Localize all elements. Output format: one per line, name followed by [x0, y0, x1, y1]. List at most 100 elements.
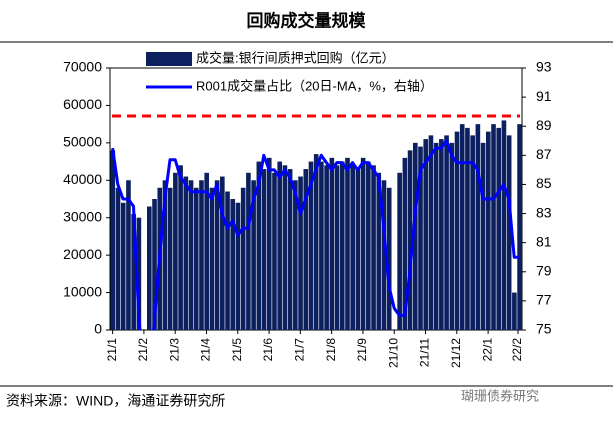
bar	[167, 187, 173, 330]
x-tick-label: 21/9	[355, 338, 369, 362]
bar	[308, 161, 314, 330]
bar	[225, 191, 230, 330]
bar	[371, 165, 376, 330]
bar	[235, 202, 241, 330]
bar	[386, 187, 392, 330]
bar	[439, 139, 444, 330]
bar	[199, 180, 204, 330]
watermark: 瑚珊债券研究	[461, 388, 539, 403]
x-tick-label: 21/3	[167, 338, 181, 362]
bar	[397, 172, 402, 330]
bar	[329, 157, 335, 330]
chart-title: 回购成交量规模	[247, 11, 367, 32]
y2-tick-label: 79	[536, 262, 552, 278]
bar	[246, 172, 251, 330]
bar	[152, 199, 157, 330]
bar	[126, 180, 131, 330]
bar	[449, 142, 455, 330]
plot	[110, 114, 522, 330]
bar	[475, 124, 481, 330]
bar	[459, 124, 465, 330]
bar	[496, 127, 502, 330]
source: 资料来源：WIND，海通证券研究所	[6, 393, 225, 409]
y2-tick-label: 89	[536, 117, 552, 133]
y2-tick-label: 77	[536, 292, 552, 308]
bar	[240, 187, 246, 330]
bar	[209, 187, 215, 330]
legend-label: R001成交量占比（20日-MA，%，右轴）	[196, 78, 433, 93]
bar	[220, 176, 225, 330]
bar	[465, 127, 470, 330]
bar	[506, 135, 512, 330]
y-tick-label: 50000	[63, 134, 102, 150]
bar	[319, 161, 324, 330]
bar	[360, 157, 366, 330]
bar	[485, 131, 491, 330]
line	[111, 139, 520, 330]
bar	[277, 161, 283, 330]
bar	[324, 165, 329, 330]
y-tick-label: 40000	[63, 171, 102, 187]
x-tick-label: 21/1	[105, 338, 119, 362]
bar	[376, 172, 382, 330]
y-tick-label: 70000	[63, 59, 102, 75]
bar	[193, 187, 199, 330]
bar	[261, 169, 267, 330]
x-tick-label: 22/1	[480, 338, 494, 362]
x-tick-label: 21/7	[293, 338, 307, 362]
x-tick-label: 21/12	[449, 338, 463, 368]
x-tick-label: 21/11	[418, 338, 432, 367]
bar	[251, 180, 256, 330]
bar	[433, 142, 439, 330]
legend-label: 成交量:银行间质押式回购（亿元）	[196, 50, 395, 65]
bar	[517, 124, 522, 330]
y-tick-label: 0	[94, 321, 102, 337]
bar	[293, 180, 298, 330]
x-tick-label: 21/2	[136, 338, 150, 362]
legend-swatch	[146, 52, 192, 66]
bar	[178, 165, 183, 330]
y2-tick-label: 75	[536, 321, 552, 337]
bar	[204, 172, 209, 330]
bar	[266, 157, 272, 330]
bar	[428, 135, 434, 330]
bar	[512, 292, 517, 330]
bar	[131, 213, 136, 330]
bar	[381, 180, 387, 330]
y-tick-label: 60000	[63, 96, 102, 112]
bar	[147, 206, 152, 330]
bar	[345, 157, 350, 330]
bar	[444, 135, 449, 330]
bar	[272, 172, 277, 330]
y-tick-label: 10000	[63, 283, 102, 299]
bar	[287, 169, 293, 330]
bar	[350, 165, 356, 330]
x-tick-label: 22/2	[510, 338, 524, 362]
x-tick-label: 21/8	[324, 338, 338, 362]
x-tick-label: 21/6	[261, 338, 275, 362]
y2-tick-label: 87	[536, 146, 552, 162]
bar	[470, 135, 475, 330]
bar	[355, 169, 361, 330]
bar	[115, 187, 121, 330]
bar	[339, 161, 345, 330]
bar	[491, 124, 496, 330]
y-tick-label: 30000	[63, 208, 102, 224]
bar	[282, 165, 288, 330]
bar	[334, 165, 340, 330]
x-tick-label: 21/5	[230, 338, 244, 362]
bar	[173, 172, 178, 330]
x-tick-label: 21/4	[199, 338, 213, 362]
bar	[366, 161, 371, 330]
bar	[136, 217, 142, 330]
bar	[110, 150, 116, 330]
y2-tick-label: 93	[536, 59, 552, 75]
bar	[418, 146, 423, 330]
bar	[303, 169, 309, 330]
y-tick-label: 20000	[63, 246, 102, 262]
bar	[298, 176, 303, 330]
bar	[407, 150, 413, 330]
bar	[214, 180, 220, 330]
bar	[120, 202, 126, 330]
